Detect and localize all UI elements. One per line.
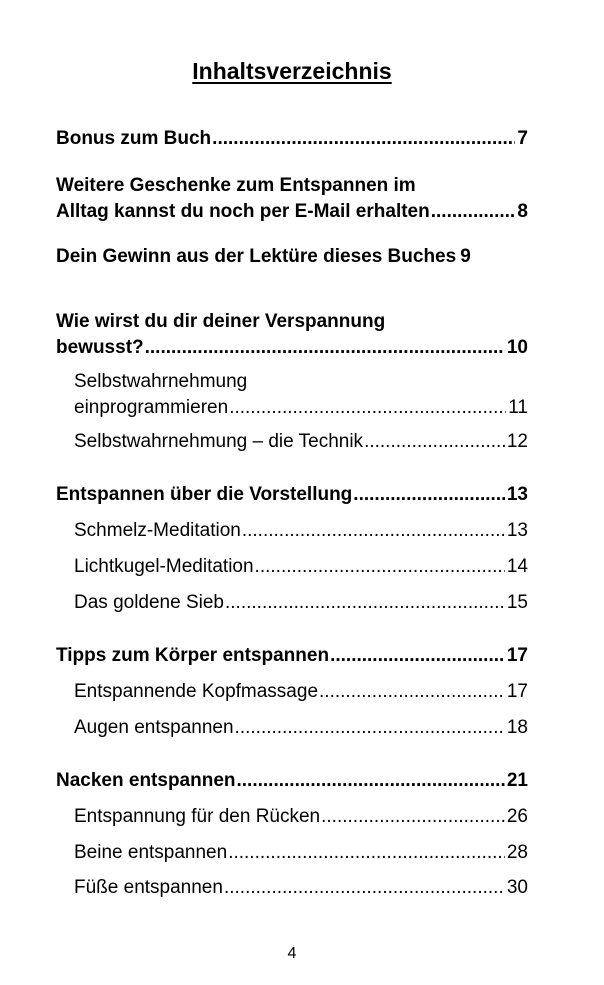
- dot-leader: [319, 679, 505, 705]
- toc-page-number: 14: [506, 556, 528, 577]
- toc-page-number: 21: [506, 770, 528, 791]
- toc-page-number: 11: [508, 397, 528, 418]
- toc-page-number: 17: [506, 681, 528, 702]
- toc-entry-weitere-geschenke[interactable]: Weitere Geschenke zum Entspannen im Allt…: [56, 173, 528, 225]
- dot-leader: [321, 804, 505, 830]
- toc-entry-text: Nacken entspannen: [56, 770, 236, 791]
- toc-page-number: 18: [506, 717, 528, 738]
- toc-entry-text: Entspannen über die Vorstellung: [56, 484, 353, 505]
- toc-entry-text: Selbstwahrnehmung: [74, 371, 248, 392]
- toc-entry-dein-gewinn[interactable]: Dein Gewinn aus der Lektüre dieses Buche…: [56, 244, 528, 270]
- toc-entry-text: Beine entspannen: [74, 842, 228, 863]
- toc-entry-text: Dein Gewinn aus der Lektüre dieses Buche…: [56, 246, 457, 267]
- toc-entry-kopfmassage[interactable]: Entspannende Kopfmassage 17: [74, 679, 528, 705]
- toc-title: Inhaltsverzeichnis: [192, 58, 392, 84]
- dot-leader: [224, 875, 505, 901]
- dot-leader: [255, 554, 505, 580]
- toc-entry-text: Augen entspannen: [74, 717, 234, 738]
- toc-entry-augen-entspannen[interactable]: Augen entspannen 18: [74, 715, 528, 741]
- toc-entry-text: einprogrammieren: [74, 397, 229, 418]
- toc-entry-tipps-koerper[interactable]: Tipps zum Körper entspannen 17: [56, 643, 528, 669]
- toc-page-number: 13: [506, 484, 528, 505]
- toc-entry-entspannen-vorstellung[interactable]: Entspannen über die Vorstellung 13: [56, 482, 528, 508]
- toc-entry-entspannung-ruecken[interactable]: Entspannung für den Rücken 26: [74, 804, 528, 830]
- dot-leader: [330, 643, 505, 669]
- dot-leader: [228, 840, 505, 866]
- dot-leader: [242, 518, 505, 544]
- toc-entry-selbstwahrnehmung-technik[interactable]: Selbstwahrnehmung – die Technik 12: [74, 429, 528, 455]
- toc-page-number: 26: [506, 806, 528, 827]
- dot-leader: [229, 395, 506, 421]
- dot-leader: [431, 199, 516, 225]
- toc-page-number: 13: [506, 520, 528, 541]
- toc-entry-text: Entspannung für den Rücken: [74, 806, 321, 827]
- dot-leader: [235, 715, 505, 741]
- toc-entry-text: bewusst?: [56, 337, 144, 358]
- toc-page-number: 28: [506, 842, 528, 863]
- dot-leader: [364, 429, 505, 455]
- toc-page-number: 9: [460, 246, 471, 267]
- dot-leader: [145, 335, 505, 361]
- toc-page-number: 17: [506, 645, 528, 666]
- toc-entry-text: Alltag kannst du noch per E-Mail erhalte…: [56, 201, 430, 222]
- toc-page-number: 12: [506, 431, 528, 452]
- toc-entry-nacken-entspannen[interactable]: Nacken entspannen 21: [56, 768, 528, 794]
- toc-entry-text: Schmelz-Meditation: [74, 520, 241, 541]
- dot-leader: [225, 590, 505, 616]
- toc-entry-text: Entspannende Kopfmassage: [74, 681, 319, 702]
- toc-page-number: 30: [506, 877, 528, 898]
- toc-page-number: 10: [506, 337, 528, 358]
- toc-entry-text: Selbstwahrnehmung – die Technik: [74, 431, 364, 452]
- dot-leader: [237, 768, 505, 794]
- toc-page-number: 15: [506, 592, 528, 613]
- toc-entry-schmelz-meditation[interactable]: Schmelz-Meditation 13: [74, 518, 528, 544]
- toc-entry-selbstwahrnehmung-einprogrammieren[interactable]: Selbstwahrnehmung einprogrammieren 11: [74, 369, 528, 421]
- toc-entry-text: Bonus zum Buch: [56, 128, 212, 149]
- toc-entry-text: Tipps zum Körper entspannen: [56, 645, 330, 666]
- toc-entry-text: Das goldene Sieb: [74, 592, 224, 613]
- toc-page-number: 8: [517, 201, 528, 222]
- dot-leader: [353, 482, 505, 508]
- toc-entry-text: Weitere Geschenke zum Entspannen im: [56, 175, 416, 196]
- toc-entry-text: Füße entspannen: [74, 877, 223, 898]
- toc-entry-goldene-sieb[interactable]: Das goldene Sieb 15: [74, 590, 528, 616]
- toc-entry-text: Lichtkugel-Meditation: [74, 556, 254, 577]
- toc-entry-lichtkugel-meditation[interactable]: Lichtkugel-Meditation 14: [74, 554, 528, 580]
- page-number: 4: [287, 945, 297, 962]
- toc-entry-verspannung-bewusst[interactable]: Wie wirst du dir deiner Verspannung bewu…: [56, 309, 528, 361]
- dot-leader: [212, 126, 515, 152]
- toc-page-number: 7: [517, 128, 528, 149]
- toc-entry-beine-entspannen[interactable]: Beine entspannen 28: [74, 840, 528, 866]
- toc-entry-fuesse-entspannen[interactable]: Füße entspannen 30: [74, 875, 528, 901]
- toc-entry-bonus[interactable]: Bonus zum Buch 7: [56, 126, 528, 152]
- toc-entry-text: Wie wirst du dir deiner Verspannung: [56, 311, 386, 332]
